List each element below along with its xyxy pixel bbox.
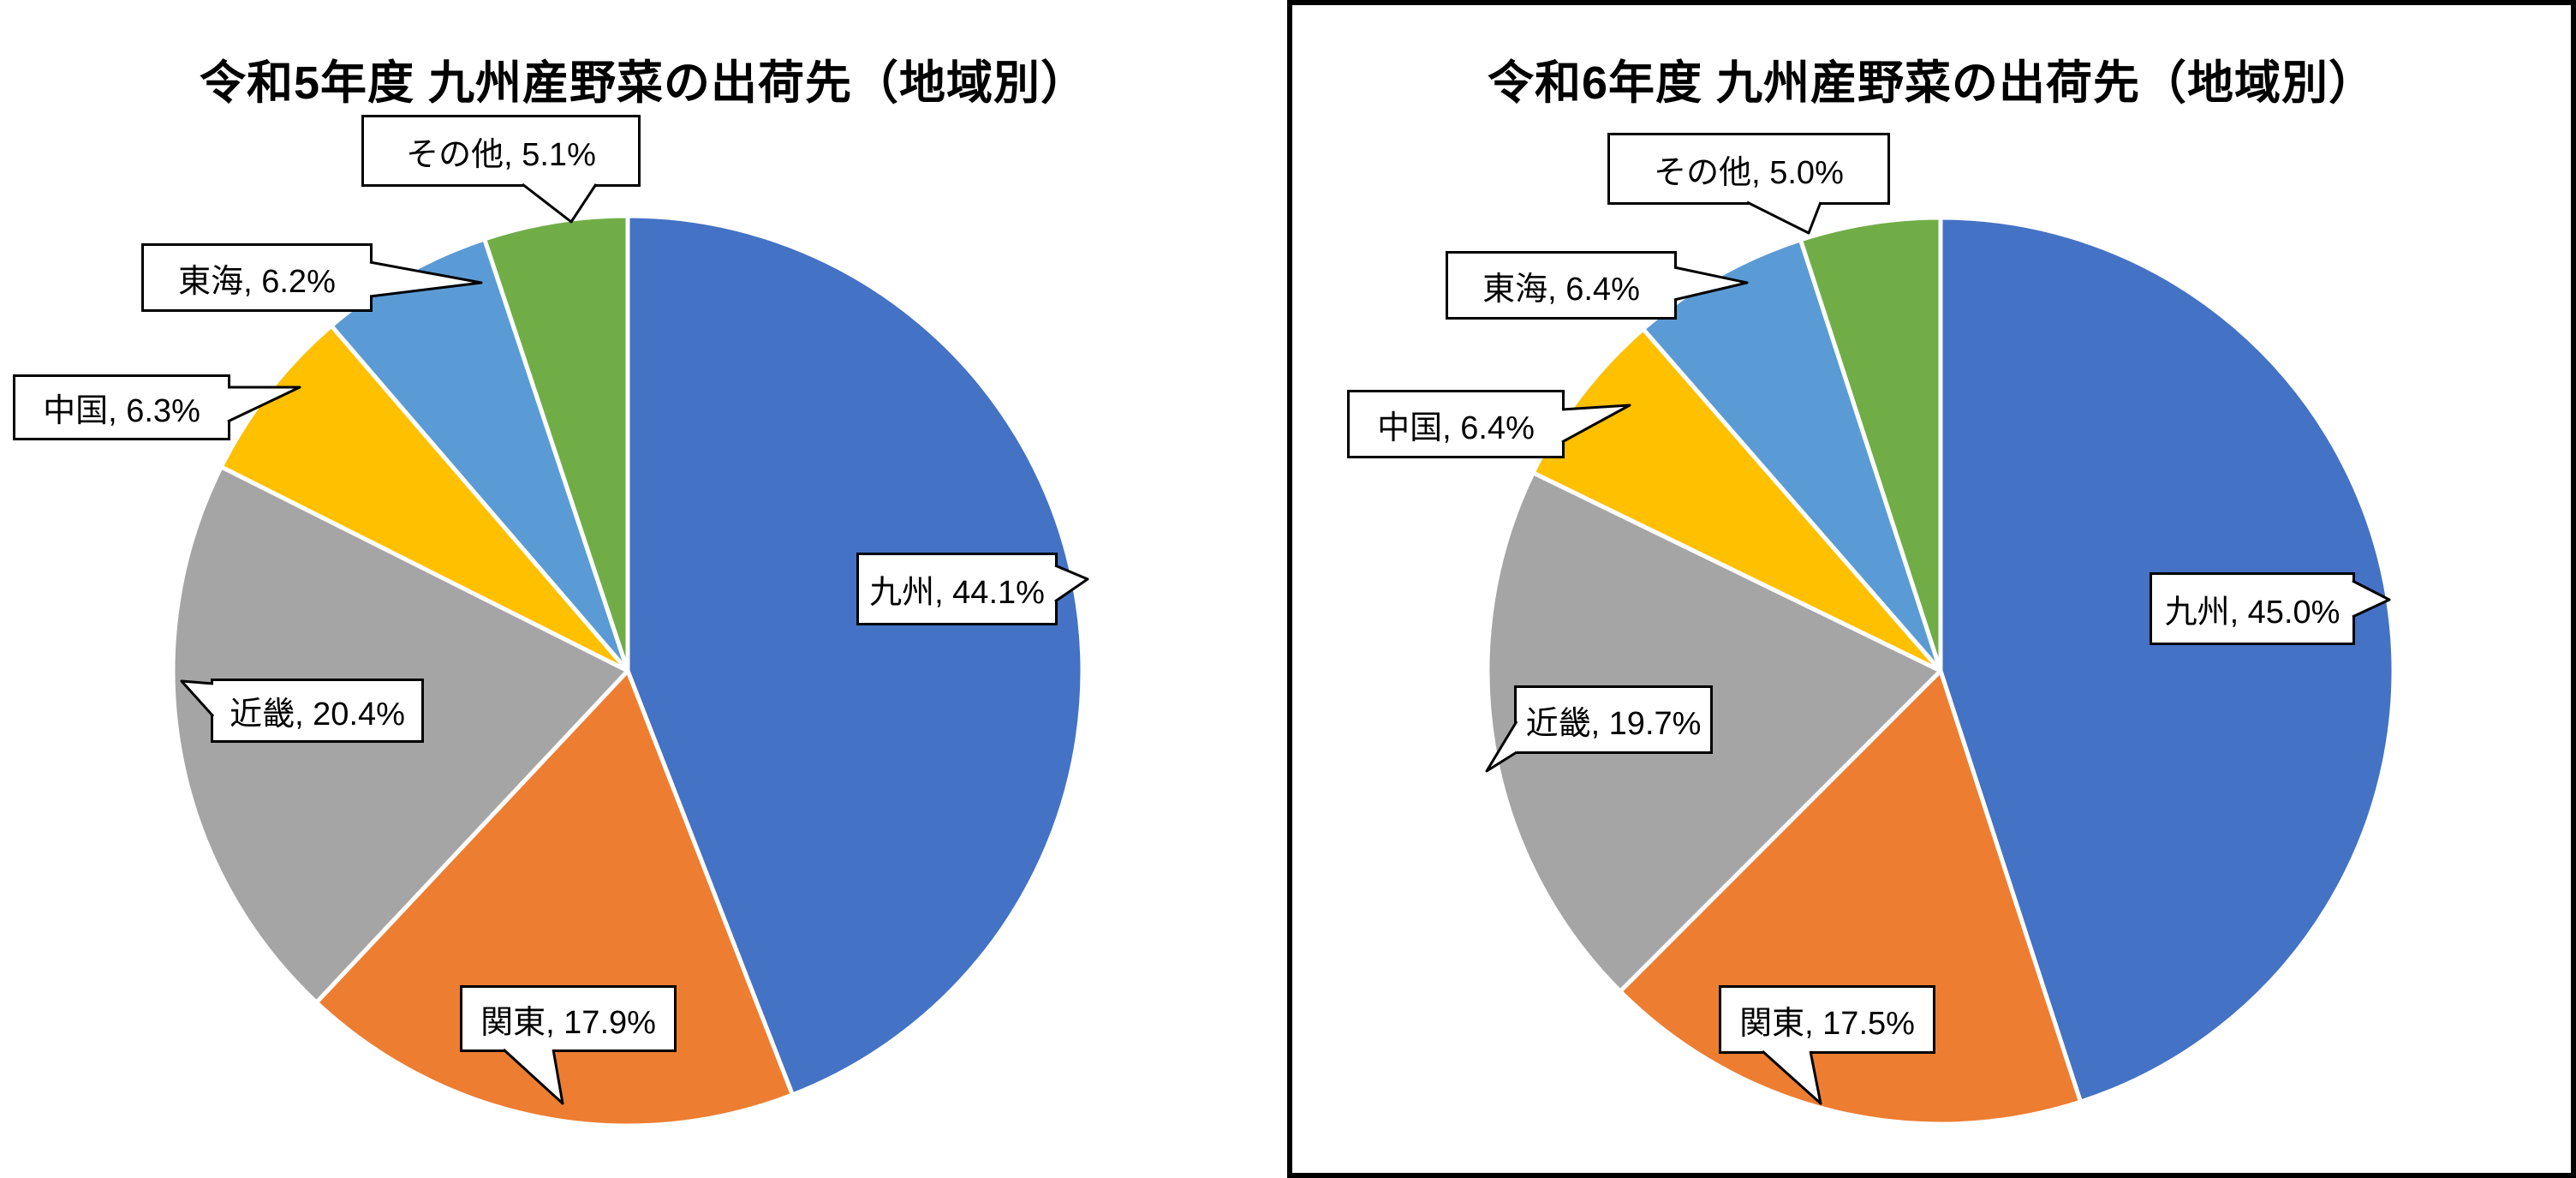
right-pie-slice-chugoku — [1530, 326, 1943, 673]
left-callout-kanto: 関東, 17.9% — [460, 985, 677, 1052]
left-callout-kyushu: 九州, 44.1% — [856, 553, 1058, 625]
right-callout-kinki: 近畿, 19.7% — [1514, 685, 1713, 754]
right-chart-title: 令和6年度 九州産野菜の出荷先（地域別） — [1487, 57, 2376, 109]
left-callout-kinki: 近畿, 20.4% — [211, 679, 424, 743]
right-pie-slice-sonota — [1798, 215, 1943, 673]
left-callout-sonota: その他, 5.1% — [361, 115, 641, 187]
right-callout-kyushu: 九州, 45.0% — [2150, 572, 2355, 645]
right-chart-border-frame — [1287, 0, 2576, 1178]
right-callout-kanto: 関東, 17.5% — [1719, 985, 1935, 1054]
left-chart-title: 令和5年度 九州産野菜の出荷先（地域別） — [199, 57, 1088, 109]
left-callout-tokai: 東海, 6.2% — [141, 243, 373, 312]
right-pie — [1485, 215, 2396, 1127]
right-callout-chugoku: 中国, 6.4% — [1347, 390, 1565, 458]
right-callout-tokai: 東海, 6.4% — [1446, 251, 1677, 320]
right-callout-sonota: その他, 5.0% — [1607, 133, 1890, 205]
left-callout-chugoku: 中国, 6.3% — [13, 374, 230, 440]
